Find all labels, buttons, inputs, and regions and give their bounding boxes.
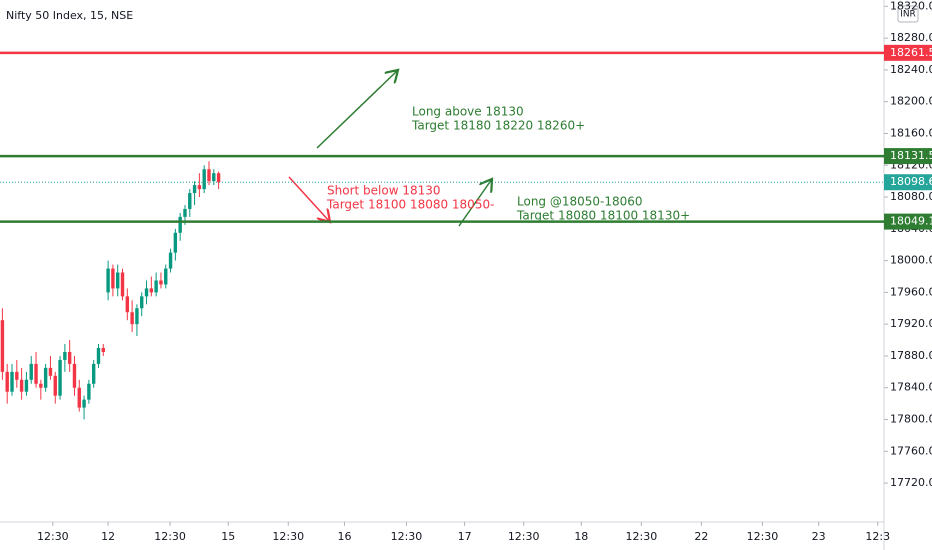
- candle-body: [24, 379, 29, 392]
- candle-body: [168, 252, 173, 269]
- candle-body: [63, 351, 67, 360]
- level-tag: [884, 213, 932, 230]
- candle-body: [125, 296, 130, 313]
- candle-body: [130, 312, 134, 325]
- candle-body: [188, 193, 192, 209]
- candle-body: [149, 288, 154, 293]
- candle-body: [39, 383, 43, 388]
- candle-body: [202, 169, 206, 190]
- candle-body: [96, 348, 101, 364]
- x-tick-label: 23: [812, 530, 826, 543]
- candle-body: [116, 272, 120, 289]
- level-tag: [884, 148, 932, 165]
- candle-body: [10, 371, 14, 392]
- x-tick-label: 12:3: [865, 530, 890, 543]
- x-tick-label: 12:30: [37, 530, 69, 543]
- candle-body: [48, 367, 53, 376]
- x-tick-label: 18: [574, 530, 588, 543]
- candle-body: [159, 280, 163, 285]
- candle-body: [67, 351, 72, 364]
- y-tick-label: 17960.00: [890, 285, 932, 298]
- x-tick-label: 16: [337, 530, 351, 543]
- candle-body: [77, 387, 81, 408]
- candle-body: [19, 379, 24, 392]
- annotation: Short below 18130: [327, 184, 441, 198]
- level-label: 18261.50: [890, 46, 932, 59]
- x-tick-label: 17: [458, 530, 472, 543]
- candle-body: [135, 308, 139, 325]
- annotation: Target 18100 18080 18050-: [326, 198, 494, 212]
- candle-body: [197, 185, 202, 190]
- candle-body: [183, 208, 187, 217]
- candle-body: [178, 216, 182, 233]
- candle-body: [192, 185, 197, 194]
- candle-body: [34, 363, 38, 384]
- x-tick-label: 12:30: [747, 530, 779, 543]
- level-label: 18049.10: [890, 215, 932, 228]
- candle-body: [15, 371, 19, 380]
- arrow: [288, 176, 330, 222]
- x-tick-label: 12:30: [626, 530, 658, 543]
- candle-body: [53, 375, 57, 396]
- candle-body: [140, 296, 144, 309]
- arrow: [316, 70, 398, 149]
- candle-body: [58, 359, 62, 396]
- candle-body: [216, 173, 221, 183]
- currency: INR: [900, 10, 916, 20]
- x-tick-label: 12:30: [391, 530, 423, 543]
- candle-body: [212, 173, 216, 182]
- annotation: Target 18080 18100 18130+: [516, 209, 690, 223]
- y-tick-label: 17760.00: [890, 444, 932, 457]
- candle-body: [173, 232, 178, 253]
- chart-title: Nifty 50 Index, 15, NSE: [6, 9, 133, 22]
- level-label: 18131.55: [890, 149, 932, 162]
- y-tick-label: 17720.00: [890, 476, 932, 489]
- y-tick-label: 17800.00: [890, 413, 932, 426]
- candle-body: [154, 280, 158, 293]
- y-tick-label: 18280.00: [890, 31, 932, 44]
- candle-body: [82, 399, 86, 408]
- annotation: Target 18180 18220 18260+: [411, 119, 585, 133]
- candle-body: [29, 363, 33, 380]
- x-tick-label: 12:30: [154, 530, 186, 543]
- candle-body: [101, 348, 105, 352]
- candle-body: [207, 169, 211, 182]
- candle-body: [164, 268, 168, 285]
- y-tick-label: 18000.00: [890, 254, 932, 267]
- last-price-label: 18098.65: [890, 175, 932, 188]
- y-tick-label: 17880.00: [890, 349, 932, 362]
- last-price-tag: [884, 174, 932, 191]
- x-tick-label: 12:30: [272, 530, 304, 543]
- candle-body: [43, 367, 48, 388]
- annotation: Long @18050-18060: [517, 195, 643, 209]
- candle-body: [87, 383, 91, 400]
- candle-body: [91, 363, 96, 384]
- x-tick-label: 22: [694, 530, 708, 543]
- candle-body: [0, 320, 5, 372]
- y-tick-label: 18160.00: [890, 126, 932, 139]
- arrow: [458, 179, 492, 227]
- candle-body: [72, 363, 77, 388]
- x-tick-label: 12:30: [508, 530, 540, 543]
- candle-body: [120, 272, 125, 297]
- candle-body: [5, 371, 9, 392]
- y-tick-label: 18080.00: [890, 190, 932, 203]
- level-tag: [884, 44, 932, 61]
- candle-body: [144, 288, 149, 297]
- candle-body: [111, 268, 115, 289]
- y-tick-label: 18200.00: [890, 95, 932, 108]
- x-tick-label: 12: [101, 530, 115, 543]
- y-tick-label: 18320.00: [890, 0, 932, 12]
- x-tick-label: 15: [221, 530, 235, 543]
- y-tick-label: 17840.00: [890, 381, 932, 394]
- candle-body: [106, 268, 110, 293]
- annotation: Long above 18130: [412, 105, 524, 119]
- y-tick-label: 18240.00: [890, 63, 932, 76]
- y-tick-label: 17920.00: [890, 317, 932, 330]
- currency-box: [897, 5, 919, 23]
